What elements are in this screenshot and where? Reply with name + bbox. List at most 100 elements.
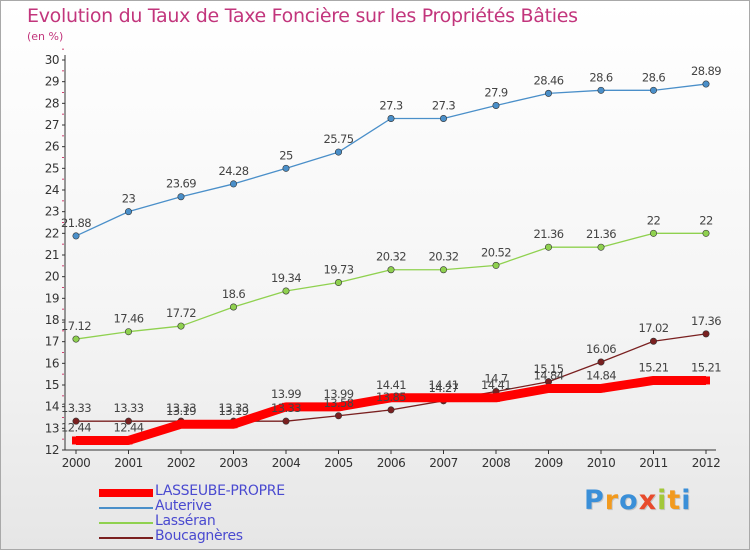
data-label: 14.41 — [481, 378, 511, 392]
data-point — [597, 358, 605, 366]
data-label: 23.69 — [166, 177, 196, 191]
y-tick-label: 22 — [45, 226, 59, 240]
data-point — [702, 330, 710, 338]
y-tick-label: 27 — [45, 118, 59, 132]
data-point — [702, 229, 710, 237]
y-tick-label: 12 — [45, 443, 59, 457]
data-label: 17.36 — [691, 314, 721, 328]
y-tick-label: 23 — [45, 205, 59, 219]
legend-label: Auterive — [155, 498, 212, 514]
data-label: 20.32 — [376, 250, 406, 264]
data-point — [387, 115, 395, 123]
data-label: 25.75 — [324, 132, 354, 146]
x-tick-label: 2012 — [692, 456, 721, 470]
data-label: 22 — [647, 213, 661, 227]
data-point — [439, 115, 447, 123]
data-label: 14.84 — [534, 368, 564, 382]
data-label: 19.73 — [324, 263, 354, 277]
data-point — [492, 102, 500, 110]
data-point — [72, 335, 80, 343]
data-point — [334, 279, 342, 287]
legend-label: LASSEUBE-PROPRE — [155, 483, 285, 499]
data-label: 13.33 — [61, 401, 91, 415]
y-tick-label: 15 — [45, 378, 59, 392]
legend-swatch — [99, 522, 153, 524]
data-point — [125, 417, 133, 425]
data-label: 14.7 — [484, 372, 507, 386]
y-tick-label: 25 — [45, 161, 59, 175]
data-point — [177, 420, 185, 429]
y-tick-label: 14 — [45, 400, 59, 414]
data-label: 13.33 — [114, 401, 144, 415]
data-point — [439, 266, 447, 274]
data-label: 21.36 — [586, 227, 616, 241]
data-point — [702, 80, 710, 88]
data-label: 14.41 — [376, 378, 406, 392]
data-label: 13.58 — [324, 396, 354, 410]
data-label: 17.46 — [114, 312, 144, 326]
data-point — [125, 208, 133, 216]
data-point — [387, 406, 395, 414]
data-label: 24.28 — [219, 164, 249, 178]
data-point — [230, 303, 238, 311]
data-point — [230, 180, 238, 188]
data-label: 25 — [279, 148, 293, 162]
data-point — [597, 243, 605, 251]
data-point — [334, 402, 343, 411]
y-tick-label: 30 — [45, 53, 59, 67]
legend-swatch — [99, 489, 153, 497]
x-tick-label: 2002 — [167, 456, 196, 470]
data-point — [177, 193, 185, 201]
data-point — [544, 243, 552, 251]
legend-label: Boucagnères — [155, 528, 243, 544]
data-point — [72, 436, 80, 445]
data-label: 21.88 — [61, 216, 91, 230]
data-label: 18.6 — [222, 287, 245, 301]
data-point — [544, 89, 552, 97]
y-tick-label: 13 — [45, 421, 59, 435]
y-tick-label: 29 — [45, 75, 59, 89]
x-tick-label: 2001 — [114, 456, 143, 470]
data-label: 13.85 — [376, 390, 406, 404]
data-point — [492, 393, 500, 402]
data-point — [72, 232, 80, 240]
x-tick-label: 2006 — [377, 456, 406, 470]
data-label: 13.33 — [166, 401, 196, 415]
data-label: 21.36 — [534, 227, 564, 241]
data-point — [649, 86, 657, 94]
data-label: 13.99 — [324, 387, 354, 401]
x-tick-label: 2008 — [482, 456, 511, 470]
data-label: 27.9 — [484, 86, 507, 100]
data-label: 14.84 — [586, 368, 616, 382]
data-point — [597, 86, 605, 94]
data-label: 16.06 — [586, 342, 616, 356]
data-point — [177, 322, 185, 330]
data-point — [124, 436, 133, 445]
data-point — [125, 328, 133, 336]
data-point — [229, 420, 238, 429]
data-label: 15.15 — [534, 362, 564, 376]
y-tick-label: 17 — [45, 335, 59, 349]
y-tick-label: 19 — [45, 291, 59, 305]
data-point — [282, 164, 290, 172]
data-label: 28.6 — [642, 70, 665, 84]
data-label: 13.33 — [219, 401, 249, 415]
x-tick-label: 2004 — [272, 456, 301, 470]
data-label: 14.41 — [429, 378, 459, 392]
data-point — [282, 402, 290, 411]
data-point — [387, 266, 395, 274]
legend-swatch — [99, 507, 153, 509]
data-point — [334, 412, 342, 420]
data-label: 12.44 — [114, 420, 144, 434]
data-point — [702, 376, 710, 385]
y-tick-label: 20 — [45, 270, 59, 284]
data-label: 13.33 — [271, 401, 301, 415]
data-point — [649, 229, 657, 237]
data-label: 12.44 — [61, 420, 91, 434]
data-point — [282, 287, 290, 295]
data-label: 20.52 — [481, 245, 511, 259]
data-label: 15.21 — [691, 360, 721, 374]
data-label: 22 — [699, 213, 713, 227]
